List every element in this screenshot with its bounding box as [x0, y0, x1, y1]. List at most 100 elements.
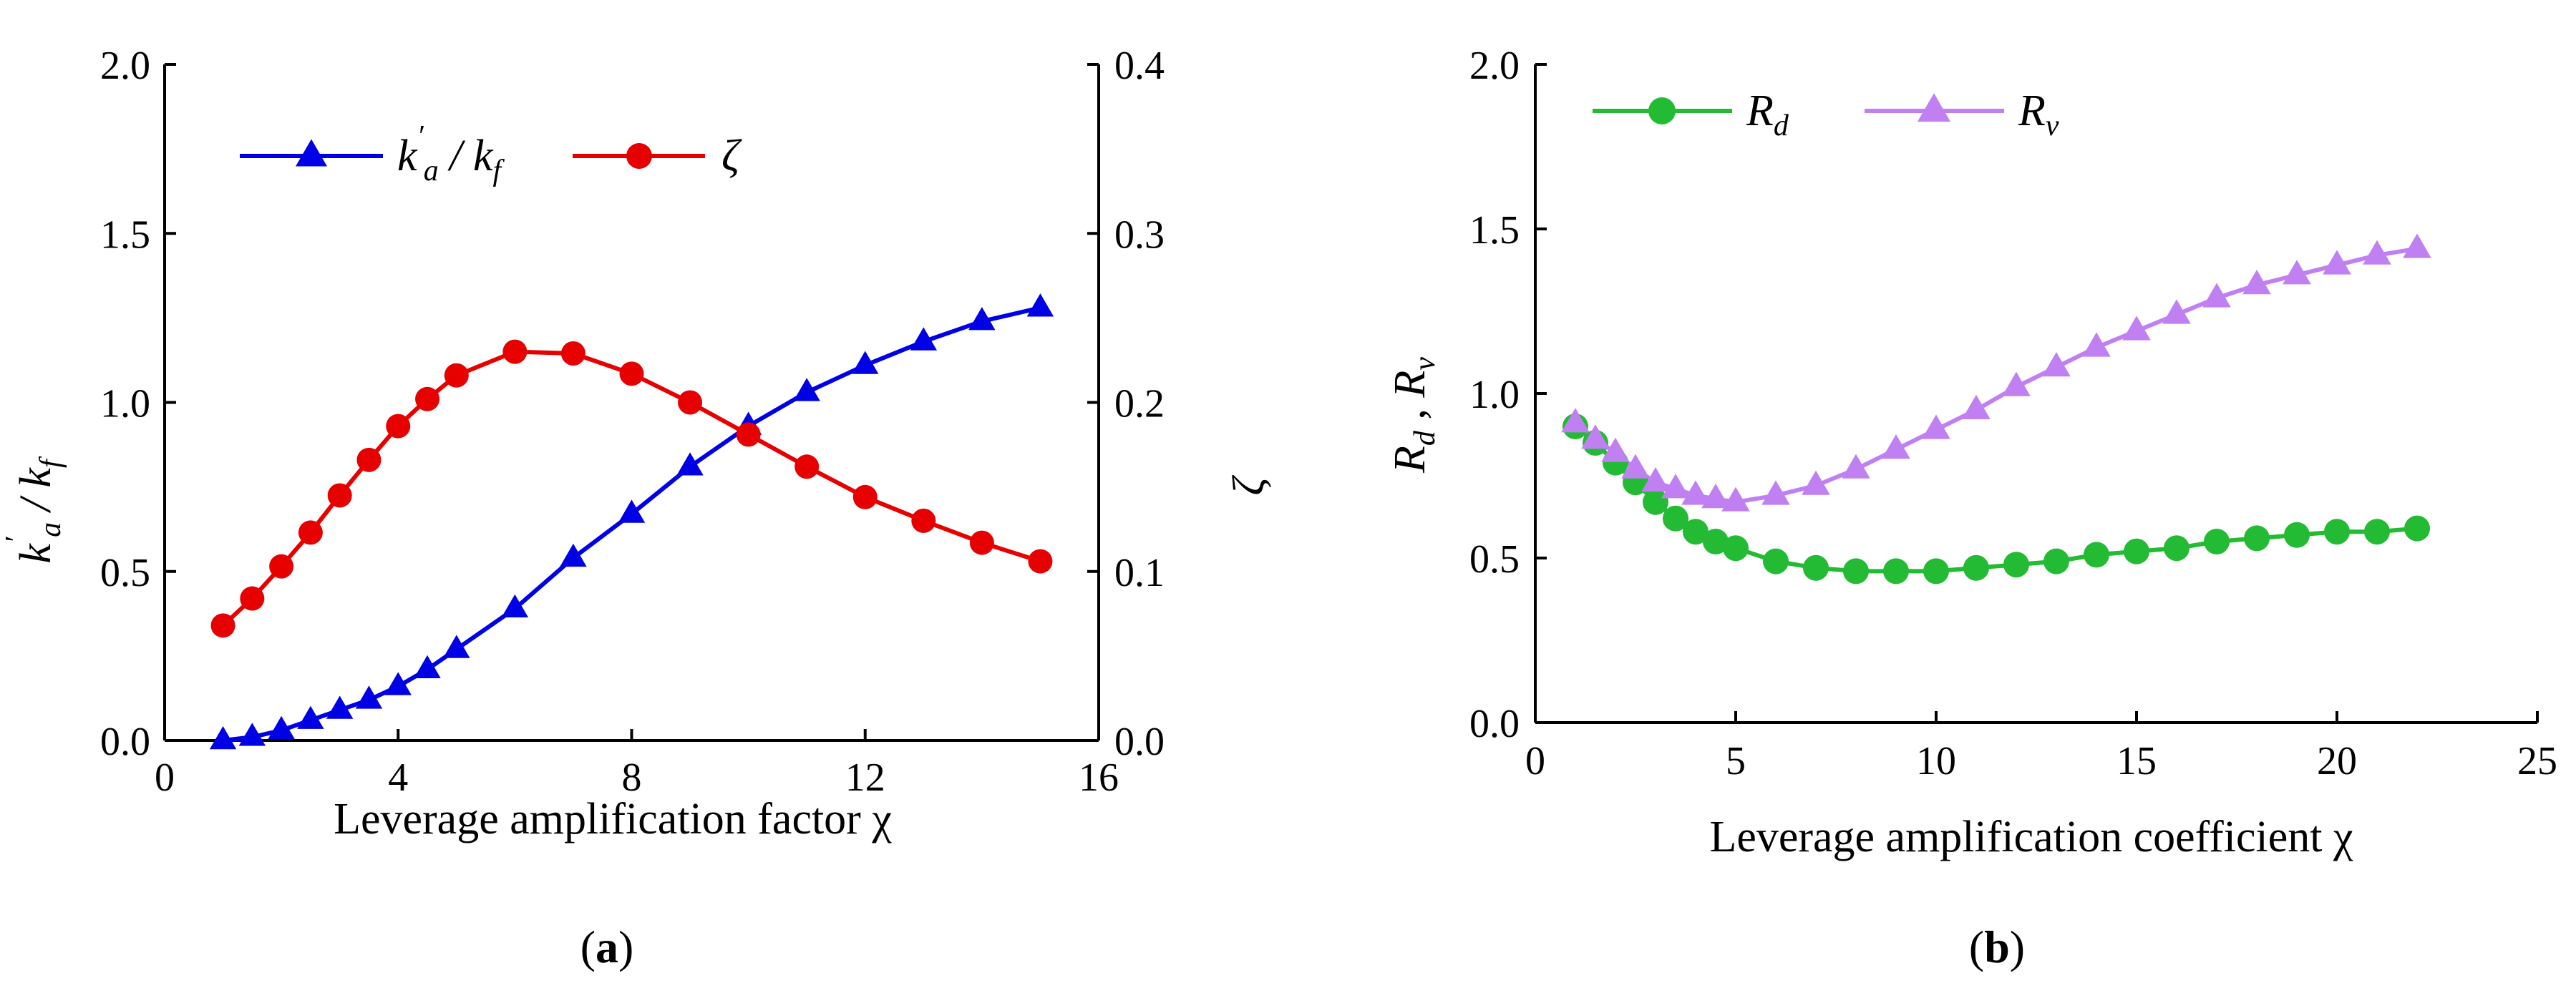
- panel-a-data-point: [210, 613, 235, 638]
- panel-a-data-point: [852, 351, 879, 374]
- panel-a-data-point: [560, 341, 585, 366]
- panel-a-data-point: [618, 499, 646, 523]
- panel-b-x-tick-label: 20: [2317, 739, 2357, 783]
- panel-a-data-point: [209, 725, 237, 750]
- panel-b-data-point: [2162, 299, 2191, 324]
- svg-text:Rd , Rv: Rd , Rv: [1386, 357, 1442, 474]
- panel-b-data-point: [1763, 548, 1789, 574]
- panel-a-y-left-tick-label: 0.5: [100, 551, 150, 595]
- panel-b-data-point: [1882, 434, 1910, 459]
- panel-a-legend-label-ka-kf: k′a / kf: [397, 120, 505, 187]
- panel-a-legend-label-zeta: ζ: [721, 132, 742, 180]
- panel-a-label: (a): [580, 921, 634, 972]
- panel-a-data-point: [444, 363, 469, 388]
- panel-a-y-left-tick-label: 0.0: [100, 720, 150, 764]
- panel-b-data-point: [1883, 558, 1909, 585]
- panel-a-y-left-tick-label: 2.0: [100, 44, 150, 88]
- panel-a-y-axis-label-left: k′a / kf: [0, 456, 67, 563]
- panel-b-data-point: [2283, 260, 2311, 285]
- panel-a-data-point: [326, 695, 354, 719]
- panel-a-x-tick-label: 8: [622, 755, 642, 800]
- panel-b-legend-label-rv: Rv: [2018, 87, 2059, 142]
- panel-b-data-point: [2042, 351, 2071, 377]
- panel-a-data-point: [1028, 549, 1053, 574]
- panel-b-data-point: [2404, 515, 2430, 542]
- panel-b-data-point: [1721, 486, 1750, 512]
- panel-b-data-point: [1962, 394, 1991, 419]
- panel-a-y-right-tick-label: 0.2: [1114, 382, 1165, 426]
- panel-b-x-tick-label: 5: [1726, 739, 1746, 783]
- panel-b-x-tick-label: 15: [2116, 739, 2157, 783]
- panel-a-data-point: [911, 508, 936, 533]
- panel-b-y-axis-label: Rd , Rv: [1386, 357, 1442, 474]
- panel-b-legend-marker-rd: [1648, 97, 1676, 124]
- panel-a-data-point: [560, 543, 587, 567]
- panel-b-data-point: [2043, 548, 2069, 574]
- panel-b-data-point: [2364, 519, 2390, 545]
- panel-b-data-point: [2284, 522, 2310, 548]
- panel-a-data-point: [298, 520, 323, 545]
- panel-a-data-point: [356, 447, 381, 472]
- panel-b-axes: 0 5 10 15 20 25 0.0 0.5 1.0 1.5 2.0: [1469, 44, 2557, 783]
- panel-b-data-point: [1922, 414, 1950, 439]
- panel-b-data-point: [2403, 233, 2431, 258]
- panel-a-x-tick-label: 0: [155, 755, 175, 800]
- panel-b-data-point: [1761, 480, 1790, 505]
- panel-b-y-tick-label: 1.5: [1469, 208, 1520, 253]
- panel-b-data-point: [1723, 535, 1749, 562]
- panel-a-data-point: [619, 361, 644, 386]
- panel-b-data-point: [1683, 519, 1709, 545]
- panel-b-series-line-rv: [1574, 246, 2418, 504]
- panel-b-label: (b): [1969, 921, 2025, 972]
- panel-b-data-point: [2244, 525, 2270, 552]
- panel-b-data-point: [1621, 454, 1650, 479]
- panel-b-series: [1561, 233, 2431, 585]
- panel-a-y-left-tick-label: 1.5: [100, 212, 150, 257]
- panel-a-data-point: [268, 715, 295, 740]
- panel-b-data-point: [2164, 535, 2189, 562]
- panel-a-data-point: [240, 586, 265, 611]
- panel-b-y-tick-label: 1.0: [1469, 373, 1520, 417]
- panel-a-data-point: [443, 635, 470, 658]
- panel-b-legend-marker-rv: [1917, 93, 1951, 122]
- panel-a-data-point: [502, 339, 528, 364]
- panel-b-x-axis-label: Leverage amplification coefficient χ: [1709, 813, 2353, 861]
- panel-b-legend-label-rd: Rd: [1746, 87, 1789, 142]
- panel-b-y-tick-label: 2.0: [1469, 44, 1520, 88]
- panel-a-x-tick-label: 16: [1079, 755, 1119, 800]
- panel-a-chart: 0 4 8 12 160.00.51.01.52.00.00.10.20.30.4 k′…: [0, 44, 1273, 972]
- panel-b-chart: 0 5 10 15 20 25 0.0 0.5 1.0 1.5 2.0 Rd Rv Leverage …: [1386, 44, 2557, 972]
- panel-a-data-point: [327, 483, 352, 508]
- panel-a-legend: k′a / kf ζ: [240, 120, 742, 187]
- panel-b-data-point: [1963, 554, 1989, 581]
- panel-b-data-point: [2124, 538, 2149, 564]
- panel-b-data-point: [1842, 454, 1870, 479]
- panel-b-x-tick-label: 0: [1525, 739, 1545, 783]
- panel-b-data-point: [1661, 474, 1690, 499]
- panel-b-data-point: [1681, 480, 1710, 505]
- panel-b-data-point: [1581, 424, 1610, 449]
- panel-b-data-point: [2202, 283, 2231, 308]
- panel-b-data-point: [1843, 558, 1869, 585]
- panel-a-legend-marker-ka-kf: [296, 139, 327, 167]
- panel-a-data-point: [414, 655, 441, 679]
- panel-b-legend: Rd Rv: [1593, 87, 2059, 142]
- panel-b-data-point: [2122, 316, 2151, 341]
- panel-b-data-point: [1802, 470, 1830, 495]
- panel-b-data-point: [1641, 466, 1670, 492]
- panel-a-x-tick-label: 12: [845, 755, 885, 800]
- panel-a-legend-marker-zeta: [626, 143, 652, 169]
- panel-a-data-point: [676, 452, 704, 476]
- panel-a-y-right-tick-label: 0.1: [1114, 551, 1165, 595]
- panel-a-data-point: [297, 705, 324, 729]
- panel-b-y-tick-label: 0.0: [1469, 702, 1520, 746]
- panel-b-data-point: [1701, 483, 1730, 509]
- panel-b-data-point: [2082, 332, 2111, 357]
- panel-a-data-point: [910, 327, 938, 351]
- panel-a-data-point: [852, 484, 878, 509]
- panel-a-axes: 0 4 8 12 160.00.51.01.52.00.00.10.20.30.4: [100, 44, 1165, 800]
- panel-b-data-point: [2363, 240, 2391, 265]
- panel-b-data-point: [1703, 529, 1729, 554]
- panel-a-y-right-tick-label: 0.4: [1114, 44, 1165, 88]
